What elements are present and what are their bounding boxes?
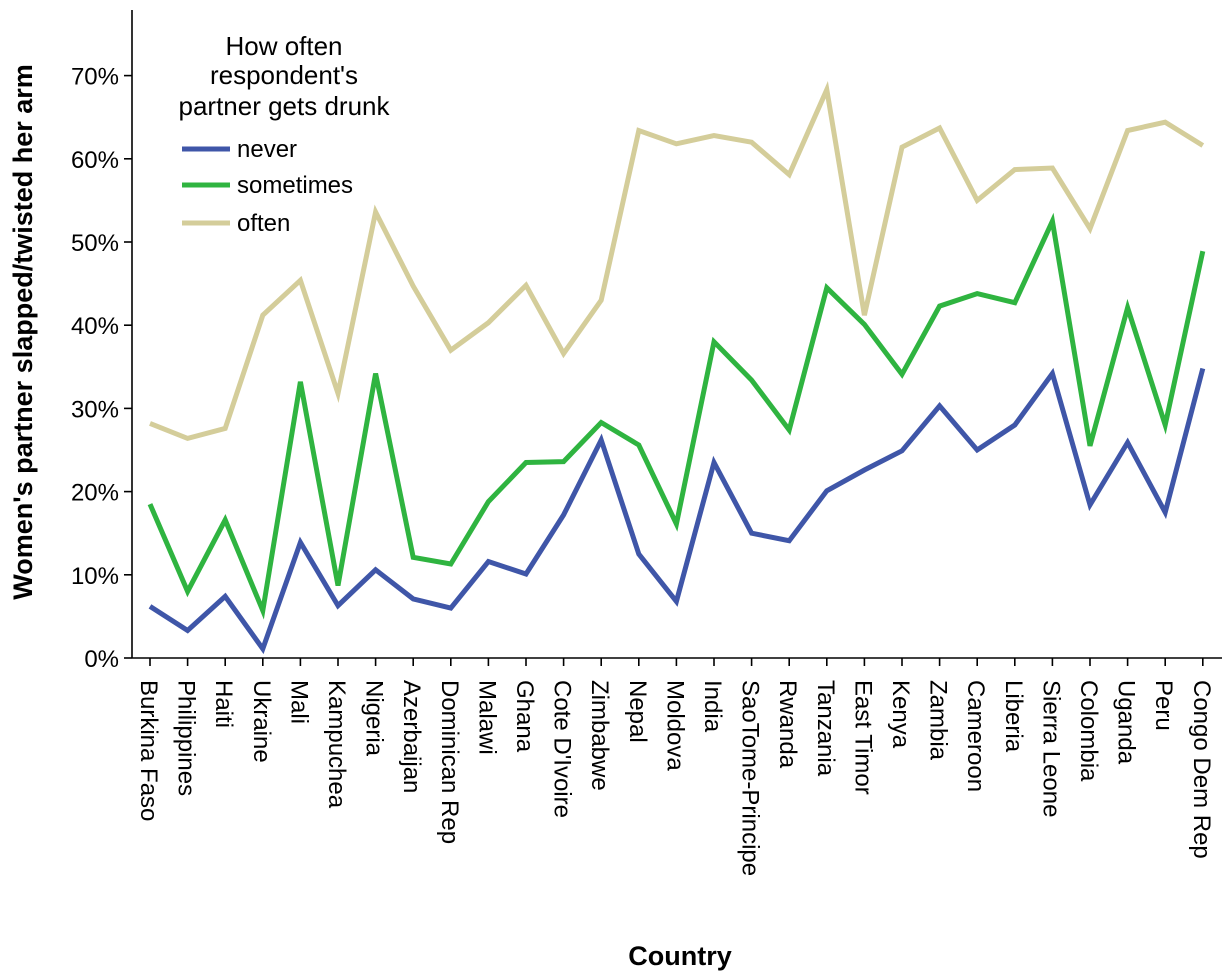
series-line-never: [148, 367, 1206, 655]
x-axis-title: Country: [628, 941, 732, 971]
y-tick-label: 40%: [71, 313, 119, 340]
x-tick-label: Burkina Faso: [135, 680, 162, 821]
y-tick-label: 50%: [71, 230, 119, 257]
legend-items: never sometimes often: [182, 136, 353, 237]
x-tick-label: Azerbaijan: [398, 680, 425, 793]
x-tick-label: Malawi: [473, 680, 500, 755]
legend: How often respondent's partner gets drun…: [178, 31, 390, 237]
y-tick-label: 60%: [71, 147, 119, 174]
x-tick-label: Philippines: [173, 680, 200, 796]
x-tick-label: East Timor: [849, 680, 876, 795]
legend-title-line-1: How often: [225, 31, 342, 61]
y-axis-title: Women's partner slapped/twisted her arm: [8, 64, 38, 600]
series-line-sometimes: [147, 212, 1206, 620]
x-tick-label: Dominican Rep: [436, 680, 463, 844]
series-line-often: [149, 81, 1205, 442]
x-tick-label: Haiti: [210, 680, 237, 728]
legend-title-line-2: respondent's: [210, 60, 358, 90]
y-tick-label: 30%: [71, 396, 119, 423]
x-tick-label: Ghana: [511, 680, 538, 753]
x-tick-label: Cameroon: [962, 680, 989, 792]
x-tick-label: Colombia: [1075, 680, 1102, 782]
y-tick-label: 70%: [71, 64, 119, 91]
x-tick-label: Zimbabwe: [586, 680, 613, 791]
y-ticks: 0% 10% 20% 30% 40% 50% 60% 70%: [71, 64, 132, 673]
x-tick-label: Liberia: [1000, 680, 1027, 753]
x-tick-label: Tanzania: [812, 680, 839, 777]
x-tick-label: Kenya: [887, 680, 914, 749]
x-tick-label: Ukraine: [248, 680, 275, 763]
x-tick-label: Uganda: [1113, 680, 1140, 765]
x-tick-label: India: [699, 680, 726, 733]
x-tick-label: Nigeria: [361, 680, 388, 757]
x-tick-label: Zambia: [925, 680, 952, 761]
x-tick-label: Mali: [285, 680, 312, 724]
x-tick-label: Sierra Leone: [1037, 680, 1064, 817]
x-tick-label: SaoTome-Principe: [737, 680, 764, 876]
y-tick-label: 20%: [71, 480, 119, 507]
legend-label-sometimes: sometimes: [237, 172, 353, 199]
x-tick-label: Congo Dem Rep: [1188, 680, 1215, 859]
x-tick-label: Peru: [1150, 680, 1177, 731]
series-lines: [147, 81, 1206, 655]
x-tick-label: Cote D'Ivoire: [549, 680, 576, 818]
legend-title-line-3: partner gets drunk: [178, 91, 390, 121]
x-ticks: Burkina Faso Philippines Haiti Ukraine Mali K…: [135, 658, 1215, 876]
legend-label-never: never: [237, 136, 297, 163]
y-tick-label: 0%: [84, 646, 119, 673]
x-tick-label: Moldova: [661, 680, 688, 771]
y-tick-label: 10%: [71, 563, 119, 590]
x-tick-label: Nepal: [624, 680, 651, 743]
x-tick-label: Rwanda: [774, 680, 801, 769]
legend-label-often: often: [237, 210, 290, 237]
x-tick-label: Kampuchea: [323, 680, 350, 809]
